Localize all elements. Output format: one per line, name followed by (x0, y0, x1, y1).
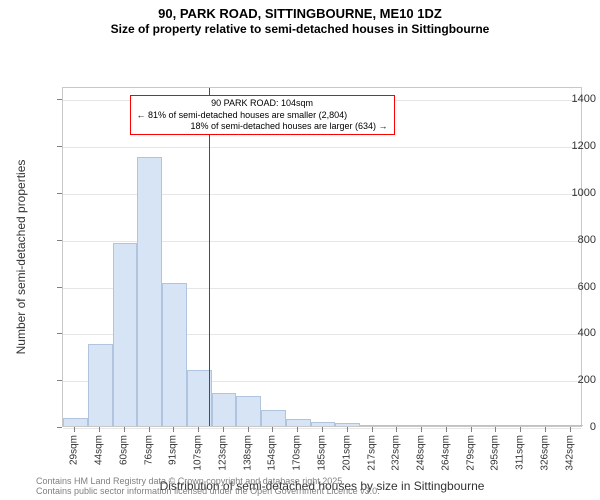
histogram-bar (459, 425, 484, 426)
x-tick-label: 44sqm (94, 435, 105, 465)
x-tick (495, 427, 496, 432)
histogram-bar (311, 422, 336, 427)
x-tick (124, 427, 125, 432)
x-tick (396, 427, 397, 432)
x-tick (471, 427, 472, 432)
x-tick (198, 427, 199, 432)
histogram-bar (63, 418, 88, 426)
gridline (63, 147, 581, 148)
y-tick-label: 200 (542, 374, 596, 386)
y-tick (57, 99, 62, 100)
histogram-bar (212, 393, 237, 426)
x-tick (248, 427, 249, 432)
y-tick (57, 427, 62, 428)
annotation-line: ← 81% of semi-detached houses are smalle… (137, 110, 388, 121)
x-tick (545, 427, 546, 432)
x-tick-label: 264sqm (440, 435, 451, 471)
x-tick (173, 427, 174, 432)
x-tick (297, 427, 298, 432)
annotation-line: 18% of semi-detached houses are larger (… (137, 121, 388, 132)
x-tick-label: 185sqm (317, 435, 328, 471)
histogram-bar (335, 423, 360, 426)
histogram-bar (360, 425, 385, 426)
x-tick-label: 342sqm (564, 435, 575, 471)
x-tick (223, 427, 224, 432)
x-tick-label: 217sqm (366, 435, 377, 471)
histogram-bar (162, 283, 187, 426)
y-tick (57, 380, 62, 381)
x-tick-label: 138sqm (242, 435, 253, 471)
x-tick (149, 427, 150, 432)
chart-container: Number of semi-detached properties 90 PA… (0, 37, 600, 497)
x-tick-label: 326sqm (539, 435, 550, 471)
histogram-bar (434, 425, 459, 426)
y-tick-label: 800 (542, 234, 596, 246)
x-tick-label: 123sqm (217, 435, 228, 471)
x-tick-label: 76sqm (143, 435, 154, 465)
x-tick-label: 201sqm (341, 435, 352, 471)
y-tick (57, 287, 62, 288)
x-tick (421, 427, 422, 432)
plot-area: 90 PARK ROAD: 104sqm← 81% of semi-detach… (62, 87, 582, 427)
x-tick (272, 427, 273, 432)
x-tick (372, 427, 373, 432)
x-tick-label: 60sqm (118, 435, 129, 465)
annotation-box: 90 PARK ROAD: 104sqm← 81% of semi-detach… (130, 95, 395, 135)
x-tick-label: 311sqm (515, 435, 526, 470)
y-axis-label: Number of semi-detached properties (14, 160, 28, 355)
x-tick (322, 427, 323, 432)
x-tick-label: 91sqm (168, 435, 179, 465)
histogram-bar (187, 370, 212, 426)
histogram-bar (236, 396, 261, 426)
histogram-bar (484, 425, 509, 426)
footer-attribution: Contains HM Land Registry data © Crown c… (36, 476, 380, 497)
histogram-bar (261, 410, 286, 426)
x-tick-label: 279sqm (465, 435, 476, 471)
x-tick-label: 170sqm (292, 435, 303, 471)
histogram-bar (286, 419, 311, 426)
y-tick (57, 193, 62, 194)
y-tick-label: 1000 (542, 187, 596, 199)
y-tick (57, 240, 62, 241)
histogram-bar (385, 425, 410, 426)
x-tick (446, 427, 447, 432)
x-tick (74, 427, 75, 432)
y-tick (57, 333, 62, 334)
histogram-bar (88, 344, 113, 426)
annotation-line: 90 PARK ROAD: 104sqm (137, 98, 388, 109)
page-subtitle: Size of property relative to semi-detach… (0, 22, 600, 37)
footer-line-2: Contains public sector information licen… (36, 486, 380, 496)
x-tick (520, 427, 521, 432)
y-tick-label: 1200 (542, 140, 596, 152)
x-tick-label: 154sqm (267, 435, 278, 471)
x-tick-label: 29sqm (69, 435, 80, 465)
histogram-bar (137, 157, 162, 427)
x-tick-label: 295sqm (490, 435, 501, 471)
y-tick (57, 146, 62, 147)
x-tick-label: 248sqm (416, 435, 427, 471)
histogram-bar (509, 425, 534, 426)
footer-line-1: Contains HM Land Registry data © Crown c… (36, 476, 380, 486)
histogram-bar (410, 425, 435, 426)
histogram-bar (113, 243, 138, 426)
page-title: 90, PARK ROAD, SITTINGBOURNE, ME10 1DZ (0, 0, 600, 22)
marker-line (209, 88, 210, 426)
x-tick (347, 427, 348, 432)
x-tick-label: 107sqm (193, 435, 204, 471)
y-tick-label: 1400 (542, 93, 596, 105)
x-tick (99, 427, 100, 432)
y-tick-label: 400 (542, 327, 596, 339)
x-tick-label: 232sqm (391, 435, 402, 471)
y-tick-label: 600 (542, 281, 596, 293)
x-tick (570, 427, 571, 432)
